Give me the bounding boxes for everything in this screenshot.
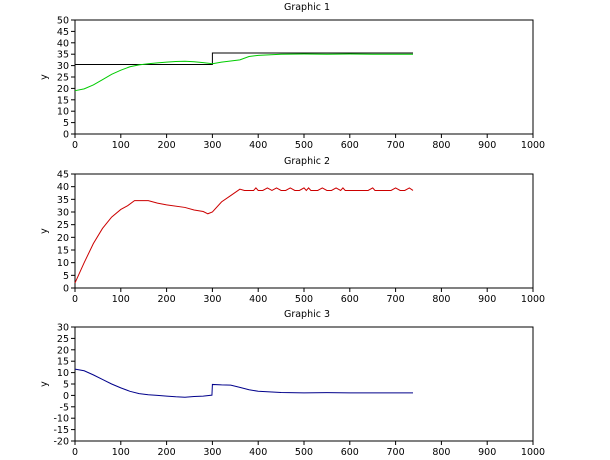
x-tick-label: 800 xyxy=(432,140,450,151)
y-axis-label: y xyxy=(39,74,50,80)
x-tick-label: 200 xyxy=(158,294,176,305)
series-line-output xyxy=(74,53,413,92)
y-tick-label: 5 xyxy=(63,271,69,282)
series-line-error xyxy=(74,368,413,398)
plot-frame xyxy=(74,19,534,135)
x-tick-label: 200 xyxy=(158,447,176,458)
y-tick-label: 0 xyxy=(63,391,69,402)
y-tick-label: 25 xyxy=(57,73,69,84)
y-tick-label: 25 xyxy=(57,220,69,231)
y-tick-label: 0 xyxy=(63,284,69,295)
graphic-1-panel: Graphic 1y0 100 200 300 400 500 600 700 800 900 10… xyxy=(39,2,545,151)
x-tick-label: 300 xyxy=(203,140,221,151)
y-tick-label: 20 xyxy=(57,345,69,356)
x-tick-label: 200 xyxy=(158,140,176,151)
y-axis-label: y xyxy=(39,381,50,387)
x-tick-label: 900 xyxy=(478,294,496,305)
y-axis-label: y xyxy=(39,228,50,234)
y-tick-label: 20 xyxy=(57,233,69,244)
plot-frame xyxy=(74,173,534,289)
series-line-signal xyxy=(74,187,414,284)
x-tick-label: 900 xyxy=(478,447,496,458)
x-tick-label: 700 xyxy=(387,447,405,458)
x-tick-label: 0 xyxy=(72,447,78,458)
x-tick-label: 400 xyxy=(249,447,267,458)
y-tick-label: 30 xyxy=(57,323,69,334)
y-tick-label: 30 xyxy=(57,208,69,219)
y-tick-label: 10 xyxy=(57,258,69,269)
x-tick-label: 400 xyxy=(249,294,267,305)
chart-title: Graphic 1 xyxy=(284,2,330,13)
x-tick-label: 0 xyxy=(72,140,78,151)
x-tick-label: 100 xyxy=(112,140,130,151)
x-tick-label: 300 xyxy=(203,294,221,305)
x-tick-label: 600 xyxy=(341,447,359,458)
x-tick-label: 100 xyxy=(112,447,130,458)
y-tick-label: 15 xyxy=(57,95,69,106)
x-tick-label: 400 xyxy=(249,140,267,151)
y-tick-label: 10 xyxy=(57,107,69,118)
y-tick-label: 40 xyxy=(57,182,69,193)
graphic-2-panel: Graphic 2y0 100 200 300 400 500 600 700 800 900 10… xyxy=(39,156,545,305)
y-tick-label: 40 xyxy=(57,38,69,49)
y-tick-label: 45 xyxy=(57,27,69,38)
y-tick-label: 0 xyxy=(63,130,69,141)
y-tick-label: 50 xyxy=(57,16,69,27)
y-tick-label: 5 xyxy=(63,118,69,129)
x-tick-label: 1000 xyxy=(521,294,545,305)
y-tick-label: 20 xyxy=(57,84,69,95)
x-tick-label: 700 xyxy=(387,140,405,151)
x-tick-label: 0 xyxy=(72,294,78,305)
graphic-3-panel: Graphic 3y0 100 200 300 400 500 600 700 800 900 10… xyxy=(39,309,545,458)
y-tick-label: 5 xyxy=(63,380,69,391)
x-tick-label: 100 xyxy=(112,294,130,305)
x-tick-label: 600 xyxy=(341,294,359,305)
y-tick-label: -10 xyxy=(53,414,69,425)
y-tick-label: -15 xyxy=(53,425,69,436)
y-tick-label: 45 xyxy=(57,170,69,181)
y-tick-label: 10 xyxy=(57,368,69,379)
x-tick-label: 500 xyxy=(295,294,313,305)
y-tick-label: 35 xyxy=(57,50,69,61)
x-tick-label: 1000 xyxy=(521,140,545,151)
x-tick-label: 300 xyxy=(203,447,221,458)
chart-title: Graphic 3 xyxy=(284,309,330,320)
y-tick-label: 30 xyxy=(57,61,69,72)
y-tick-label: 15 xyxy=(57,357,69,368)
x-tick-label: 900 xyxy=(478,140,496,151)
y-tick-label: -5 xyxy=(60,402,69,413)
x-tick-label: 500 xyxy=(295,140,313,151)
x-tick-label: 500 xyxy=(295,447,313,458)
y-tick-label: 35 xyxy=(57,195,69,206)
x-tick-label: 600 xyxy=(341,140,359,151)
x-tick-label: 800 xyxy=(432,294,450,305)
x-tick-label: 800 xyxy=(432,447,450,458)
y-tick-label: 15 xyxy=(57,246,69,257)
plot-frame xyxy=(74,326,534,442)
x-tick-label: 1000 xyxy=(521,447,545,458)
chart-title: Graphic 2 xyxy=(284,156,330,167)
y-tick-label: 25 xyxy=(57,334,69,345)
y-tick-label: -20 xyxy=(53,437,69,448)
x-tick-label: 700 xyxy=(387,294,405,305)
